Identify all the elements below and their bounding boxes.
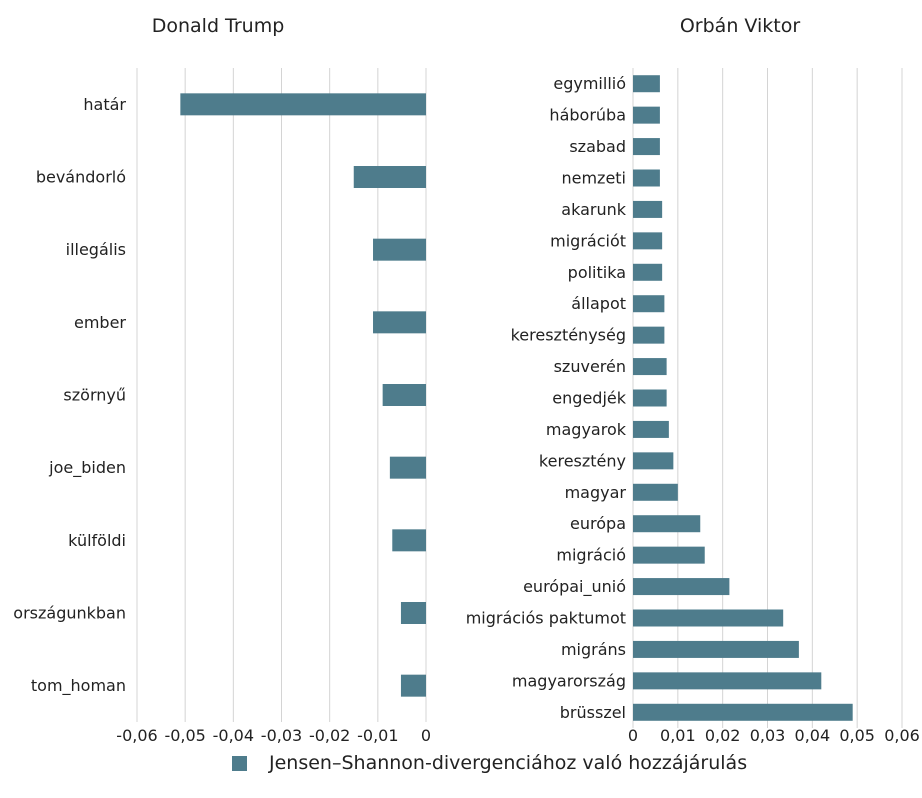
bar-külföldi (392, 529, 426, 552)
category-label-migráns: migráns (561, 640, 626, 659)
x-tick-label: -0,02 (309, 726, 350, 745)
x-tick-label: 0 (421, 726, 431, 745)
bar-kereszténység (633, 326, 665, 344)
legend-swatch (232, 755, 247, 771)
x-tick-label: 0,05 (839, 726, 875, 745)
bar-határ (180, 93, 426, 116)
bar-akarunk (633, 200, 663, 218)
category-label-egymillió: egymillió (553, 74, 626, 93)
category-label-politika: politika (568, 263, 626, 282)
category-label-magyar: magyar (565, 483, 627, 502)
bar-európai-unió (633, 578, 730, 596)
category-label-országunkban: országunkban (13, 604, 126, 623)
x-tick-label: -0,05 (164, 726, 205, 745)
chart-title-donald-trump: Donald Trump (152, 15, 285, 37)
chart-svg: Donald Trump Orbán Viktor -0,06 -0,05 -0,0… (13, 15, 920, 745)
category-label-nemzeti: nemzeti (561, 169, 626, 188)
bar-magyarország (633, 672, 822, 690)
category-label-állapot: állapot (571, 294, 626, 313)
category-label-bevándorló: bevándorló (36, 168, 126, 187)
x-tick-label: -0,04 (213, 726, 254, 745)
bar-háborúba (633, 106, 660, 124)
legend-label: Jensen–Shannon-divergenciához való hozzá… (269, 752, 748, 774)
bar-szuverén (633, 358, 667, 376)
x-tick-label: 0,01 (660, 726, 696, 745)
bar-európa (633, 515, 701, 533)
x-tick-label: 0,03 (750, 726, 786, 745)
category-label-akarunk: akarunk (561, 200, 626, 219)
bar-ember (373, 311, 426, 334)
category-label-európai-unió: európai_unió (523, 577, 626, 597)
bar-tom-homan (400, 674, 426, 697)
bar-bevándorló (353, 166, 426, 188)
category-label-migrációs-paktumot: migrációs paktumot (466, 609, 626, 628)
category-label-brüsszel: brüsszel (560, 703, 626, 722)
category-label-magyarország: magyarország (512, 671, 626, 690)
category-label-külföldi: külföldi (68, 531, 126, 550)
category-label-ember: ember (74, 313, 126, 332)
bar-migrációs-paktumot (633, 609, 784, 627)
bar-magyarok (633, 420, 669, 438)
category-label-tom-homan: tom_homan (31, 676, 126, 696)
bar-illegális (373, 238, 426, 261)
bar-migráns (633, 640, 799, 658)
category-label-migrációt: migrációt (550, 231, 626, 250)
bar-egymillió (633, 75, 660, 93)
x-tick-label: 0,04 (795, 726, 831, 745)
category-label-magyarok: magyarok (546, 420, 627, 439)
x-tick-label: -0,06 (116, 726, 157, 745)
category-label-illegális: illegális (66, 240, 126, 259)
bar-nemzeti (633, 169, 660, 187)
plot-donald-trump: -0,06 -0,05 -0,04 -0,03 -0,02 -0,01 0 határ bevá… (13, 68, 431, 745)
bar-keresztény (633, 452, 674, 470)
category-label-engedjék: engedjék (552, 389, 626, 408)
category-label-migráció: migráció (556, 546, 626, 565)
legend: Jensen–Shannon-divergenciához való hozzá… (0, 748, 922, 784)
bar-brüsszel (633, 703, 853, 721)
bar-magyar (633, 483, 678, 501)
category-label-szuverén: szuverén (554, 357, 626, 376)
category-label-szabad: szabad (569, 137, 626, 156)
category-label-háborúba: háborúba (549, 106, 626, 125)
bar-joe-biden (389, 456, 426, 479)
bar-szörnyű (382, 384, 426, 406)
bar-politika (633, 263, 663, 281)
x-tick-label: 0,02 (705, 726, 741, 745)
x-tick-label: 0,06 (884, 726, 920, 745)
category-label-joe-biden: joe_biden (48, 458, 126, 478)
category-label-szörnyű: szörnyű (63, 386, 126, 405)
bar-országunkban (400, 602, 426, 624)
category-label-határ: határ (83, 95, 126, 114)
x-tick-label: 0 (628, 726, 638, 745)
category-label-kereszténység: kereszténység (511, 326, 626, 345)
chart-title-orban-viktor: Orbán Viktor (680, 15, 800, 37)
bar-engedjék (633, 389, 667, 407)
category-label-európa: európa (570, 514, 626, 533)
plot-orban-viktor: 0 0,01 0,02 0,03 0,04 0,05 0,06 egymillió háború… (466, 68, 920, 745)
bar-szabad (633, 138, 660, 156)
x-tick-label: -0,03 (261, 726, 302, 745)
x-tick-label: -0,01 (357, 726, 398, 745)
bar-migráció (633, 546, 705, 564)
bar-migrációt (633, 232, 663, 250)
bar-állapot (633, 295, 665, 313)
category-label-keresztény: keresztény (539, 451, 626, 470)
